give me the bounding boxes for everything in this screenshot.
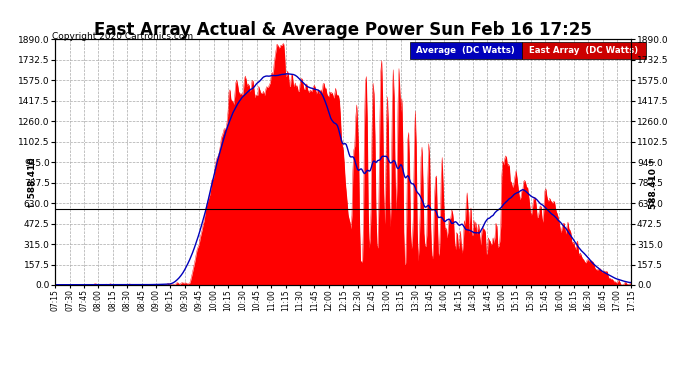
Text: Average  (DC Watts): Average (DC Watts)	[416, 46, 515, 55]
Text: 588.410 ↑: 588.410 ↑	[649, 157, 658, 209]
FancyBboxPatch shape	[522, 42, 646, 59]
FancyBboxPatch shape	[410, 42, 522, 59]
Text: Copyright 2020 Cartronics.com: Copyright 2020 Cartronics.com	[52, 32, 193, 41]
Text: ↑ 588.410: ↑ 588.410	[28, 157, 37, 209]
Text: East Array  (DC Watts): East Array (DC Watts)	[529, 46, 638, 55]
Title: East Array Actual & Average Power Sun Feb 16 17:25: East Array Actual & Average Power Sun Fe…	[95, 21, 592, 39]
